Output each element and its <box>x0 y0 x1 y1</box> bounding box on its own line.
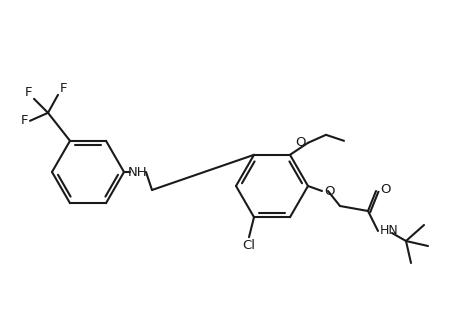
Text: O: O <box>295 136 305 149</box>
Text: F: F <box>21 114 28 127</box>
Text: O: O <box>380 183 390 196</box>
Text: HN: HN <box>380 224 399 237</box>
Text: Cl: Cl <box>242 239 256 252</box>
Text: O: O <box>324 185 335 198</box>
Text: NH: NH <box>128 165 148 179</box>
Text: F: F <box>24 86 32 99</box>
Text: F: F <box>60 82 67 95</box>
